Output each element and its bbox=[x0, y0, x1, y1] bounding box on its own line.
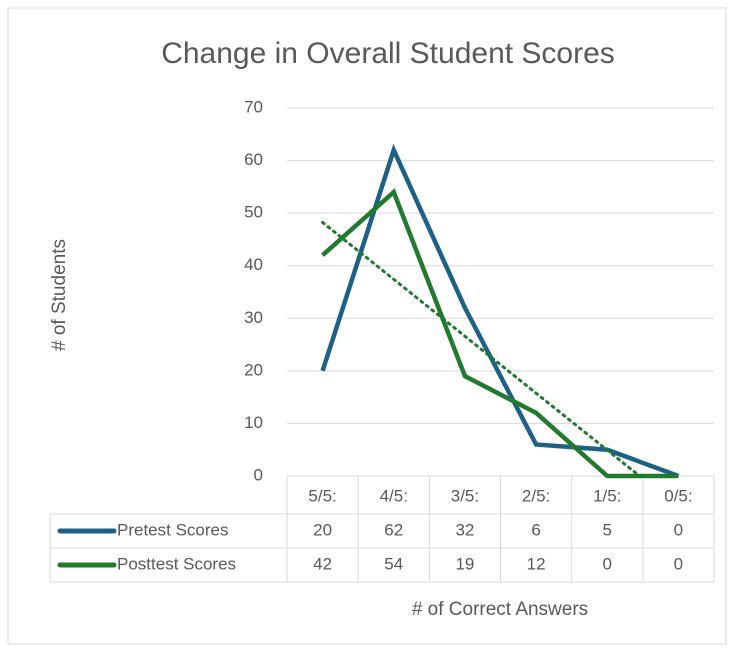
table-value: 5 bbox=[603, 520, 612, 539]
legend-label: Posttest Scores bbox=[117, 554, 236, 573]
chart-title: Change in Overall Student Scores bbox=[161, 37, 615, 70]
x-tick-label: 1/5: bbox=[593, 486, 621, 505]
x-tick-label: 2/5: bbox=[522, 486, 550, 505]
y-tick-label: 10 bbox=[244, 413, 263, 432]
y-tick-label: 70 bbox=[244, 97, 263, 116]
series-line bbox=[320, 143, 680, 479]
table-value: 42 bbox=[313, 554, 332, 573]
chart-border bbox=[7, 7, 727, 645]
x-axis-title: # of Correct Answers bbox=[412, 599, 588, 620]
x-tick-label: 4/5: bbox=[380, 486, 408, 505]
table-value: 54 bbox=[384, 554, 403, 573]
y-tick-label: 30 bbox=[244, 308, 263, 327]
table-value: 12 bbox=[527, 554, 546, 573]
table-value: 0 bbox=[674, 520, 683, 539]
x-tick-label: 0/5: bbox=[664, 486, 692, 505]
y-tick-label: 60 bbox=[244, 150, 263, 169]
legend-label: Pretest Scores bbox=[117, 520, 229, 539]
table-value: 19 bbox=[455, 554, 474, 573]
y-tick-label: 0 bbox=[254, 465, 263, 484]
x-tick-label: 5/5: bbox=[308, 486, 336, 505]
y-tick-label: 20 bbox=[244, 360, 263, 379]
y-axis-title: # of Students bbox=[49, 239, 70, 351]
table-value: 6 bbox=[531, 520, 540, 539]
table-value: 0 bbox=[603, 554, 612, 573]
series-line bbox=[321, 188, 679, 479]
y-tick-label: 50 bbox=[244, 203, 263, 222]
x-tick-label: 3/5: bbox=[451, 486, 479, 505]
table-value: 32 bbox=[455, 520, 474, 539]
table-value: 62 bbox=[384, 520, 403, 539]
table-value: 0 bbox=[674, 554, 683, 573]
trendline bbox=[321, 220, 642, 478]
y-tick-label: 40 bbox=[244, 255, 263, 274]
table-value: 20 bbox=[313, 520, 332, 539]
